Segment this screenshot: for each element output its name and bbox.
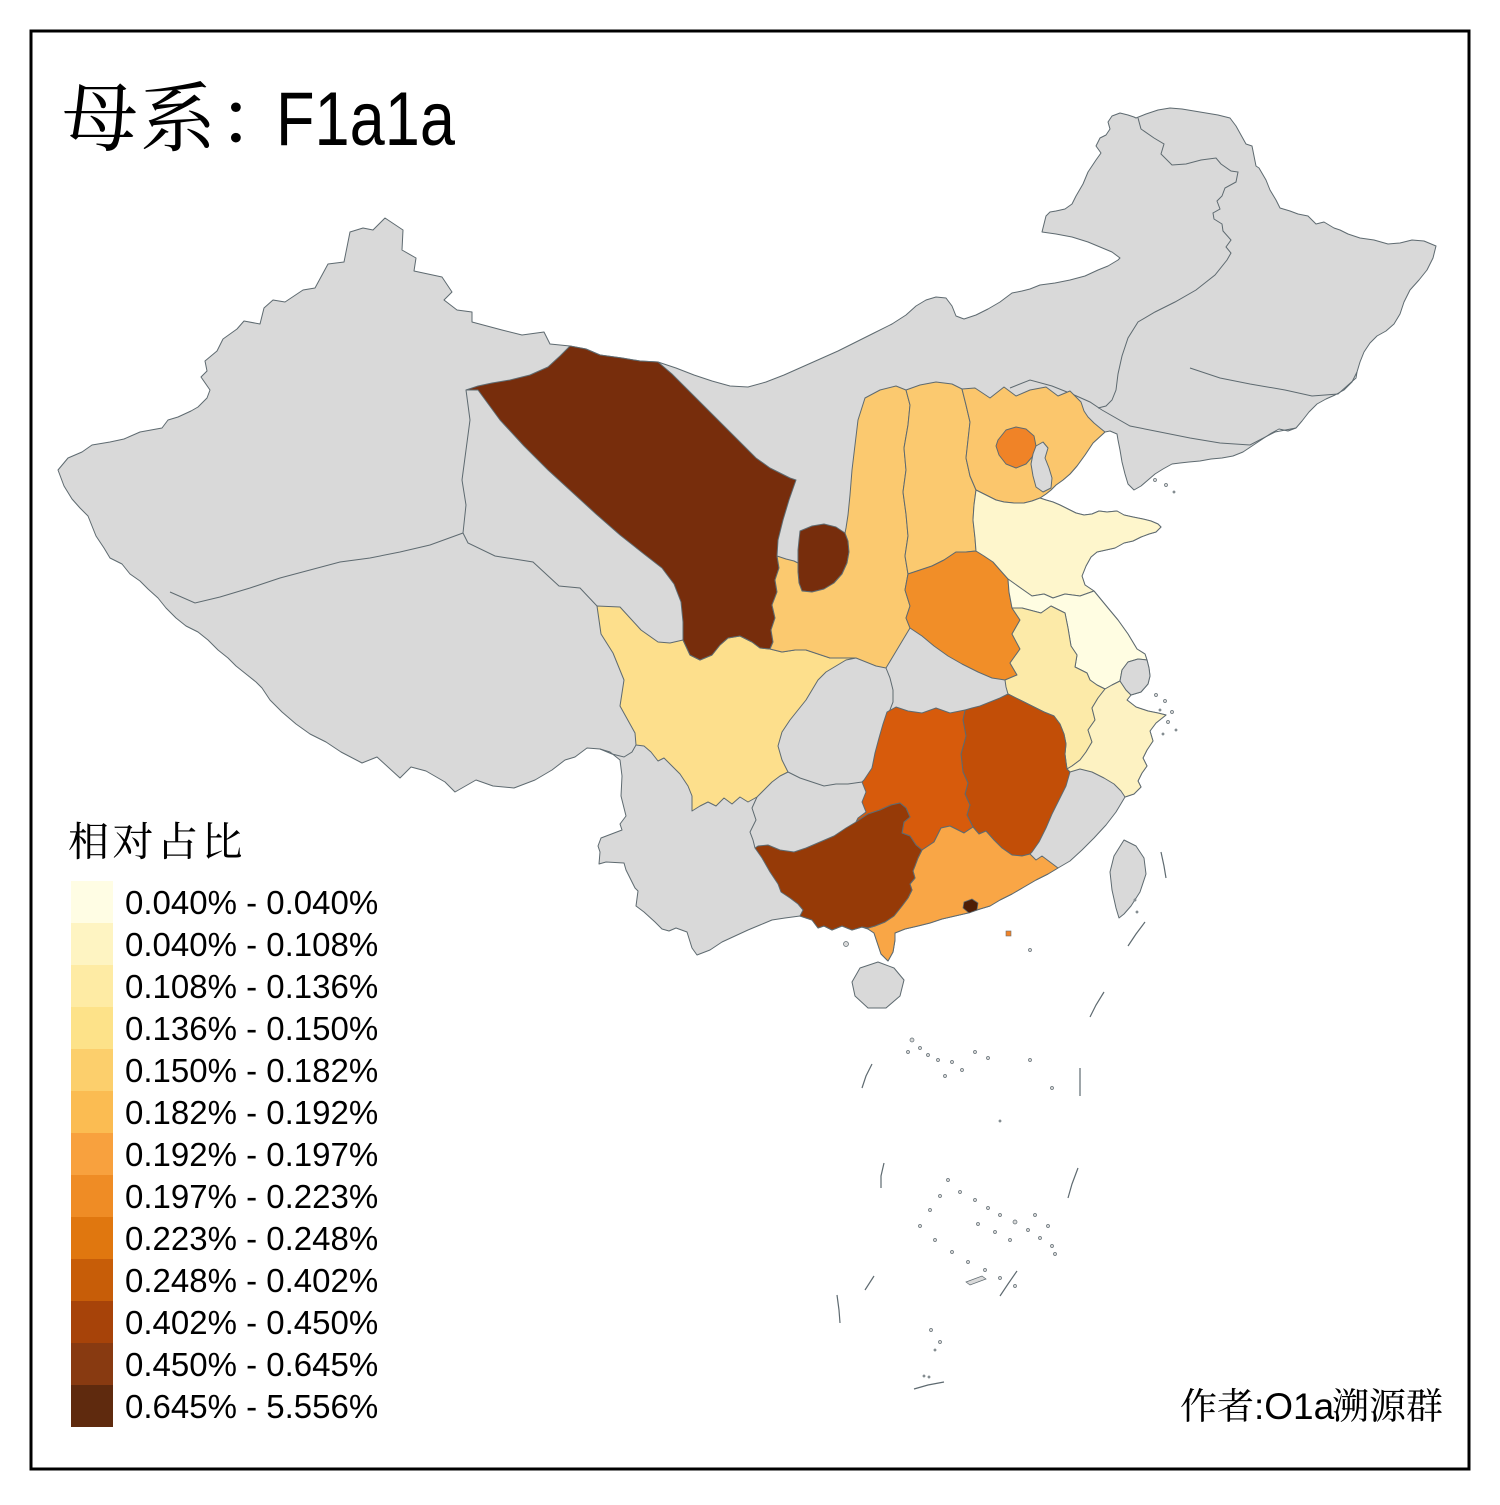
svg-text::O1a: :O1a: [1254, 1386, 1335, 1427]
svg-text:0.450% - 0.645%: 0.450% - 0.645%: [125, 1346, 378, 1383]
svg-text:F1a1a: F1a1a: [276, 77, 456, 162]
svg-text:0.223% - 0.248%: 0.223% - 0.248%: [125, 1220, 378, 1257]
svg-text:0.645% - 5.556%: 0.645% - 5.556%: [125, 1388, 378, 1425]
svg-text:0.402% - 0.450%: 0.402% - 0.450%: [125, 1304, 378, 1341]
svg-text:0.040% - 0.108%: 0.040% - 0.108%: [125, 926, 378, 963]
svg-text:0.192% - 0.197%: 0.192% - 0.197%: [125, 1136, 378, 1173]
svg-text:0.248% - 0.402%: 0.248% - 0.402%: [125, 1262, 378, 1299]
svg-text:0.136% - 0.150%: 0.136% - 0.150%: [125, 1010, 378, 1047]
svg-text:0.108% - 0.136%: 0.108% - 0.136%: [125, 968, 378, 1005]
svg-text:0.182% - 0.192%: 0.182% - 0.192%: [125, 1094, 378, 1131]
svg-text:0.040% - 0.040%: 0.040% - 0.040%: [125, 884, 378, 921]
svg-text:0.197% - 0.223%: 0.197% - 0.223%: [125, 1178, 378, 1215]
svg-text:0.150% - 0.182%: 0.150% - 0.182%: [125, 1052, 378, 1089]
